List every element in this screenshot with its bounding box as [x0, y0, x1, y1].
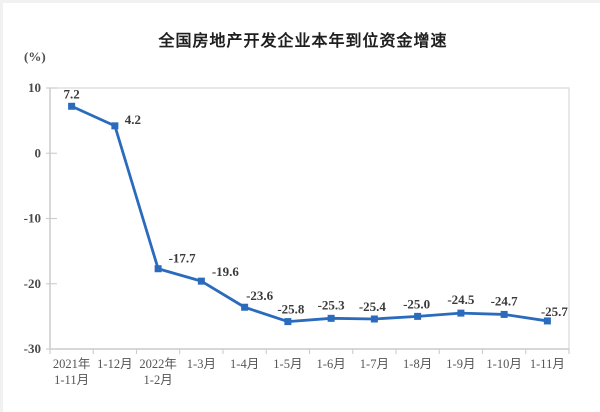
y-tick-label: -10	[24, 211, 41, 226]
data-point-marker	[241, 303, 249, 311]
line-chart-svg: 10 0 -10 -20 -30 2021年 1-11月 1-12月 2022年 1-2月 1-3月…	[24, 80, 570, 387]
y-tick-label: 10	[28, 80, 41, 95]
data-point-marker	[370, 315, 378, 323]
data-point-marker	[154, 265, 162, 273]
x-category-label: 2022年 1-2月	[139, 357, 177, 387]
data-point-marker	[68, 102, 76, 110]
y-tick-label: 0	[35, 145, 42, 160]
data-point-marker	[500, 310, 508, 318]
y-tick-label: -30	[24, 341, 41, 356]
x-category-label: 1-3月	[187, 357, 216, 371]
data-point-marker	[197, 277, 205, 285]
data-point-marker	[327, 314, 335, 322]
data-point-marker	[543, 317, 551, 325]
data-line	[71, 104, 548, 323]
data-point-label: -25.8	[277, 302, 305, 317]
x-category-label: 1-9月	[446, 357, 475, 371]
data-point-label: 7.2	[64, 86, 80, 101]
y-axis-unit-label: (%)	[24, 49, 46, 64]
data-point-label: 4.2	[125, 112, 141, 127]
data-point-label: -24.7	[491, 293, 519, 308]
x-category-label: 1-6月	[317, 357, 346, 371]
data-point-label: -17.7	[169, 251, 197, 266]
data-point-label: -23.6	[246, 288, 274, 303]
data-point-marker	[111, 122, 119, 130]
x-category-label: 1-11月	[530, 357, 565, 371]
plot-area-border	[49, 87, 570, 350]
x-category-label: 1-12月	[97, 357, 132, 371]
x-category-label: 1-4月	[230, 357, 259, 371]
x-category-label: 1-8月	[403, 357, 432, 371]
x-category-label: 1-10月	[486, 357, 521, 371]
data-point-label: -24.5	[447, 292, 475, 307]
data-point-label: -25.0	[403, 296, 430, 311]
data-point-marker	[284, 318, 292, 326]
data-point-marker	[457, 309, 465, 317]
y-tick-label: -20	[24, 276, 41, 291]
x-category-label: 2021年 1-11月	[53, 357, 91, 387]
x-category-label: 1-5月	[273, 357, 302, 371]
data-point-label: -19.6	[212, 264, 240, 279]
data-point-label: -25.4	[359, 299, 387, 314]
data-point-marker	[414, 312, 422, 320]
chart-title: 全国房地产开发企业本年到位资金增速	[158, 33, 448, 50]
x-category-label: 1-7月	[360, 357, 389, 371]
data-point-label: -25.7	[541, 304, 569, 319]
data-point-label: -25.3	[318, 297, 346, 312]
